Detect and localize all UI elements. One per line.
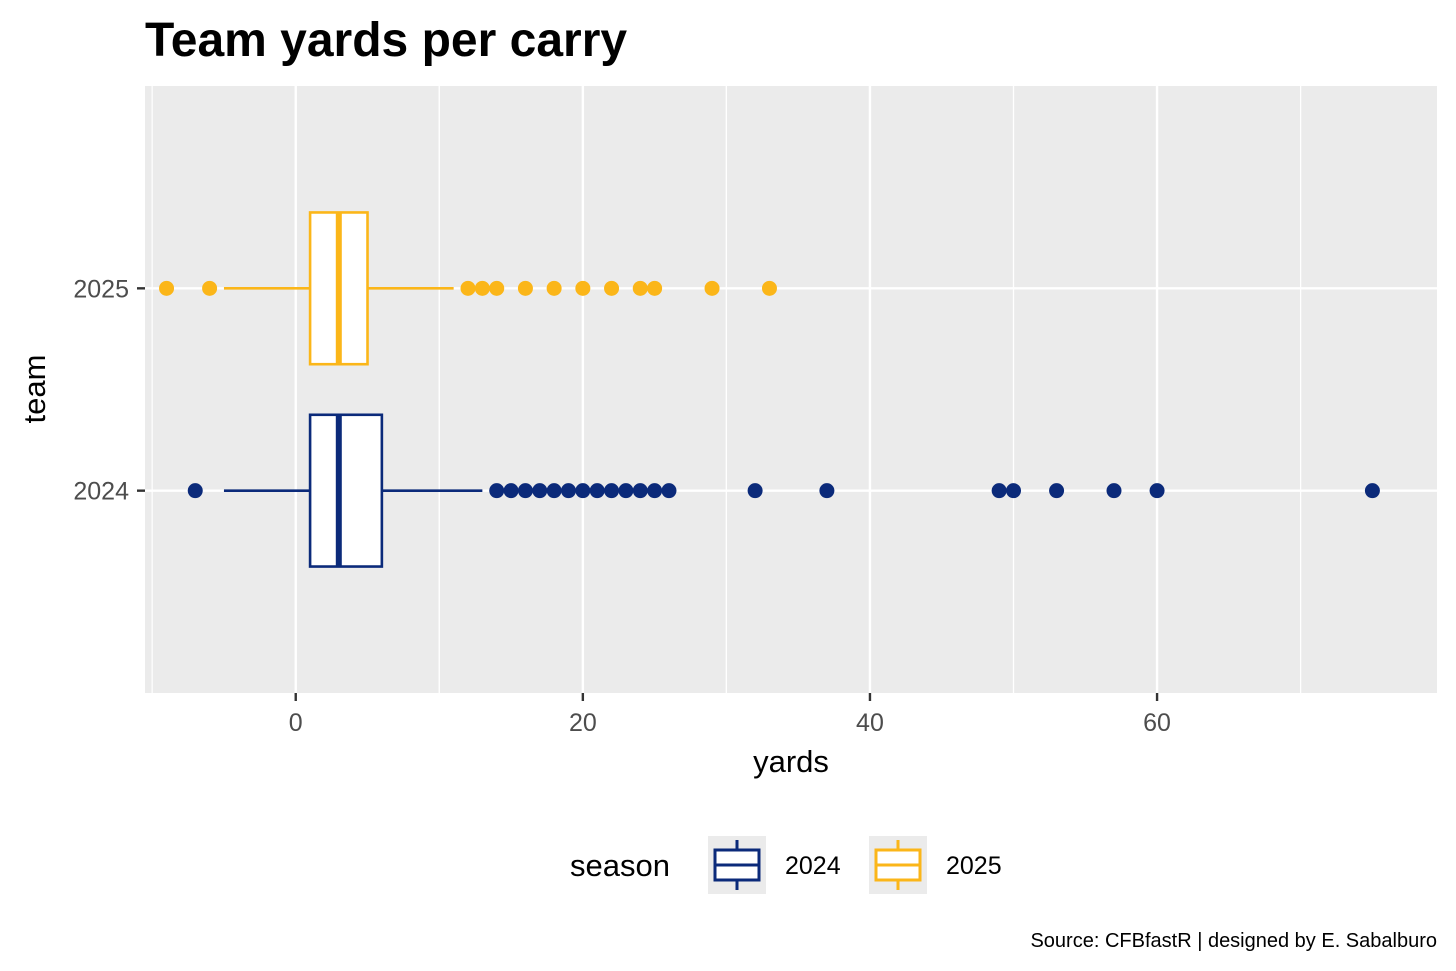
outlier-point bbox=[575, 483, 591, 499]
outlier-point bbox=[460, 280, 476, 296]
outlier-point bbox=[991, 483, 1007, 499]
outlier-point bbox=[1006, 483, 1022, 499]
y-tick-label: 2024 bbox=[73, 478, 129, 506]
outlier-point bbox=[517, 483, 533, 499]
boxplot-2024 bbox=[187, 413, 1380, 568]
outlier-point bbox=[532, 483, 548, 499]
outlier-point bbox=[202, 280, 218, 296]
y-axis-title: team bbox=[17, 355, 52, 424]
outlier-point bbox=[618, 483, 634, 499]
legend-item-2024: 2024 bbox=[708, 836, 841, 894]
outlier-point bbox=[517, 280, 533, 296]
outlier-point bbox=[661, 483, 677, 499]
x-axis-title: yards bbox=[753, 744, 829, 779]
x-tick-label: 40 bbox=[856, 709, 884, 737]
outlier-point bbox=[604, 483, 620, 499]
outlier-point bbox=[159, 280, 175, 296]
x-tick-label: 20 bbox=[569, 709, 597, 737]
x-tick-label: 0 bbox=[289, 709, 303, 737]
chart-title: Team yards per carry bbox=[145, 14, 627, 67]
outlier-point bbox=[187, 483, 203, 499]
outlier-point bbox=[761, 280, 777, 296]
outlier-point bbox=[819, 483, 835, 499]
outlier-point bbox=[546, 483, 562, 499]
y-tick-label: 2025 bbox=[73, 275, 129, 303]
outlier-point bbox=[1049, 483, 1065, 499]
plot-panel bbox=[145, 86, 1437, 693]
outlier-point bbox=[489, 483, 505, 499]
outlier-point bbox=[647, 483, 663, 499]
outlier-point bbox=[589, 483, 605, 499]
box-iqr bbox=[308, 413, 384, 568]
outlier-point bbox=[632, 280, 648, 296]
outlier-point bbox=[546, 280, 562, 296]
outlier-point bbox=[1149, 483, 1165, 499]
outlier-point bbox=[1106, 483, 1122, 499]
outlier-point bbox=[632, 483, 648, 499]
caption: Source: CFBfastR | designed by E. Sabalb… bbox=[1030, 930, 1437, 952]
outlier-point bbox=[560, 483, 576, 499]
outlier-point bbox=[747, 483, 763, 499]
boxplots bbox=[159, 211, 1380, 568]
outlier-point bbox=[647, 280, 663, 296]
x-tick-label: 60 bbox=[1143, 709, 1171, 737]
legend-title: season bbox=[570, 848, 670, 883]
outlier-point bbox=[604, 280, 620, 296]
outlier-point bbox=[704, 280, 720, 296]
legend-label-2024: 2024 bbox=[785, 852, 841, 880]
legend: season 2024 2025 bbox=[570, 836, 1002, 894]
legend-label-2025: 2025 bbox=[946, 852, 1002, 880]
legend-item-2025: 2025 bbox=[869, 836, 1002, 894]
outlier-point bbox=[474, 280, 490, 296]
boxplot-2025 bbox=[159, 211, 777, 366]
outlier-point bbox=[1364, 483, 1380, 499]
outlier-point bbox=[503, 483, 519, 499]
outlier-point bbox=[489, 280, 505, 296]
outlier-point bbox=[575, 280, 591, 296]
axes: 0 20 40 60 2024 2025 bbox=[73, 275, 1171, 737]
